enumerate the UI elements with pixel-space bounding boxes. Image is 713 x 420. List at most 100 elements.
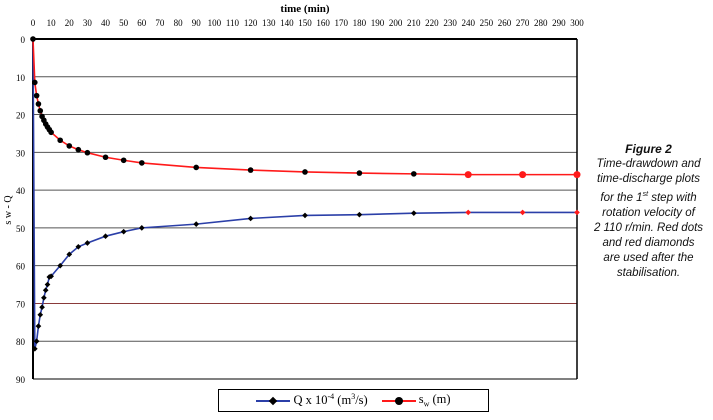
data-point-q <box>356 211 363 218</box>
data-point-q <box>41 294 47 301</box>
data-point-q <box>35 323 42 329</box>
x-tick-label: 50 <box>119 18 129 28</box>
y-tick-label: 80 <box>16 337 26 347</box>
data-point-q <box>574 209 580 216</box>
x-tick-label: 80 <box>174 18 184 28</box>
x-tick-label: 60 <box>137 18 147 28</box>
caption-line: time-discharge plots <box>597 173 700 185</box>
x-tick-label: 100 <box>208 18 222 28</box>
figure-caption: Figure 2 Time-drawdown and time-discharg… <box>584 142 713 281</box>
legend-sw-marker <box>381 396 416 405</box>
x-tick-label: 280 <box>534 18 548 28</box>
y-axis-title: s w - Q <box>3 195 14 225</box>
legend-item-q: Q x 10-4 (m3/s) <box>256 392 368 408</box>
data-point-q <box>75 243 82 250</box>
data-point-q <box>37 311 44 318</box>
data-point-sw <box>302 169 308 175</box>
caption-title: Figure 2 <box>625 142 672 156</box>
y-tick-label: 50 <box>16 224 26 234</box>
caption-sup: st <box>642 191 649 198</box>
caption-line: and red diamonds <box>602 236 695 249</box>
data-point-q <box>247 215 254 222</box>
y-tick-label: 10 <box>16 73 26 83</box>
legend-q-label: Q x 10-4 (m3/s) <box>293 392 368 408</box>
x-tick-label: 10 <box>47 18 57 28</box>
y-tick-label: 60 <box>16 262 26 272</box>
caption-line: stabilisation. <box>616 266 681 279</box>
data-point-q <box>465 209 472 216</box>
x-tick-label: 210 <box>407 18 421 28</box>
data-point-sw <box>37 107 44 114</box>
caption-line: rotation velocity of <box>602 206 695 219</box>
data-point-sw <box>247 167 254 173</box>
data-point-sw <box>57 137 63 144</box>
data-point-q <box>410 210 417 216</box>
x-tick-label: 220 <box>425 18 439 28</box>
data-point-sw <box>84 149 91 156</box>
data-point-sw <box>75 146 82 153</box>
data-point-q <box>519 209 526 216</box>
data-point-q <box>138 225 145 231</box>
data-point-sw <box>464 171 472 179</box>
x-tick-label: 290 <box>552 18 566 28</box>
data-point-q <box>44 281 51 288</box>
data-point-sw <box>139 160 145 166</box>
data-point-sw <box>120 157 127 164</box>
legend-item-sw: sw (m) <box>381 392 451 409</box>
caption-line: are used after the <box>603 251 694 264</box>
x-tick-label: 130 <box>262 18 276 28</box>
legend-q-marker <box>256 396 291 405</box>
caption-line: 2 110 r/min. Red dots <box>593 221 704 234</box>
data-point-q <box>120 228 127 235</box>
data-point-sw <box>48 129 54 136</box>
legend-sw-label: sw (m) <box>418 392 451 409</box>
data-point-sw <box>411 171 417 177</box>
data-point-q <box>42 287 49 294</box>
x-tick-label: 110 <box>226 18 240 28</box>
series-line-q <box>32 38 577 349</box>
x-tick-label: 150 <box>298 18 312 28</box>
x-tick-label: 180 <box>353 18 367 28</box>
y-tick-label: 40 <box>16 186 26 196</box>
data-point-q <box>302 212 308 219</box>
caption-line: Time-drawdown and <box>596 158 701 170</box>
data-point-q <box>39 304 45 311</box>
x-tick-label: 140 <box>280 18 294 28</box>
data-point-sw <box>32 79 38 86</box>
data-point-sw <box>356 170 363 176</box>
data-point-q <box>193 221 200 227</box>
data-point-sw <box>573 171 581 179</box>
y-tick-label: 30 <box>16 148 26 158</box>
data-point-sw <box>193 164 199 171</box>
x-tick-label: 30 <box>83 18 93 28</box>
x-tick-label: 160 <box>316 18 330 28</box>
data-point-q <box>102 233 109 240</box>
data-point-sw <box>519 171 527 179</box>
data-point-sw <box>33 92 40 99</box>
data-point-q <box>84 240 91 246</box>
caption-line: step with <box>648 191 697 204</box>
legend: Q x 10-4 (m3/s) sw (m) <box>218 389 489 412</box>
data-point-sw <box>102 154 109 161</box>
x-tick-label: 70 <box>155 18 165 28</box>
x-tick-label: 200 <box>389 18 403 28</box>
data-point-sw <box>35 101 42 107</box>
series-line-sw <box>32 38 577 176</box>
x-tick-label: 90 <box>192 18 202 28</box>
data-point-sw <box>66 143 73 149</box>
x-tick-label: 250 <box>480 18 494 28</box>
x-tick-label: 300 <box>570 18 584 28</box>
y-tick-label: 70 <box>16 299 26 309</box>
y-tick-label: 90 <box>16 375 26 385</box>
x-tick-label: 120 <box>244 18 258 28</box>
x-tick-label: 20 <box>65 18 75 28</box>
y-tick-label: 0 <box>21 35 26 45</box>
x-tick-label: 190 <box>371 18 385 28</box>
y-tick-label: 20 <box>16 111 26 121</box>
x-tick-label: 0 <box>31 18 36 28</box>
x-tick-label: 270 <box>516 18 530 28</box>
caption-line: for the 1 <box>600 191 643 204</box>
x-tick-label: 40 <box>101 18 111 28</box>
x-axis-title: time (min) <box>280 3 330 15</box>
